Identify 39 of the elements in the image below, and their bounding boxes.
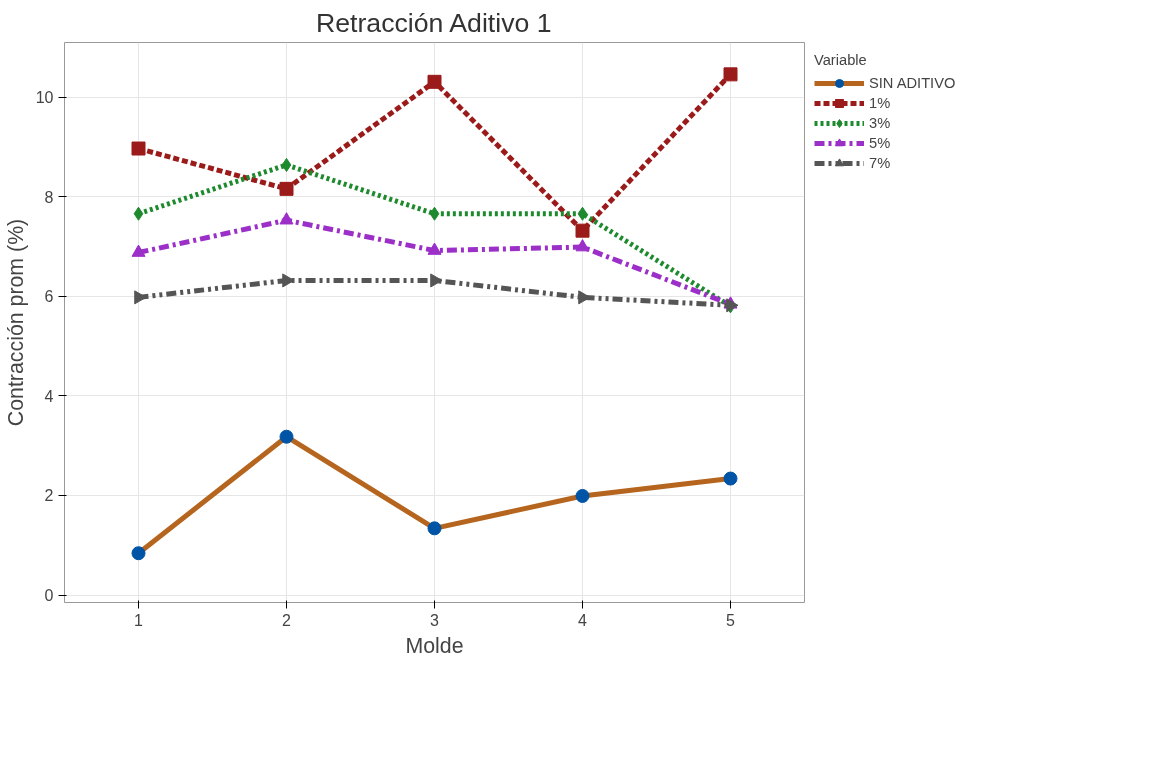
y-tick-label: 8 <box>44 188 54 206</box>
y-tick-label: 10 <box>35 89 54 107</box>
point <box>575 488 590 503</box>
point <box>131 141 146 156</box>
x-tick-label: 4 <box>578 611 588 629</box>
point <box>427 242 442 255</box>
legend-label: 5% <box>869 135 891 151</box>
x-tick-label: 5 <box>726 611 736 629</box>
point <box>281 157 292 172</box>
x-tick-label: 1 <box>134 611 144 629</box>
y-tick-label: 0 <box>44 587 54 605</box>
point <box>429 206 440 221</box>
point <box>279 429 294 444</box>
point <box>723 67 738 82</box>
point <box>575 223 590 238</box>
point <box>131 546 146 561</box>
point <box>723 471 738 486</box>
point <box>430 273 443 288</box>
point <box>427 74 442 89</box>
point <box>427 521 442 536</box>
point <box>279 181 294 196</box>
legend-label: SIN ADITIVO <box>869 75 956 91</box>
y-axis-title: Contracción prom (%) <box>3 218 28 427</box>
y-tick-label: 4 <box>44 387 54 405</box>
point <box>279 212 294 225</box>
legend-label: 1% <box>869 95 891 111</box>
y-tick-label: 2 <box>44 487 54 505</box>
point <box>131 244 146 257</box>
legend-label: 3% <box>869 115 891 131</box>
point <box>575 239 590 252</box>
point <box>577 206 588 221</box>
x-tick-label: 2 <box>282 611 292 629</box>
y-tick-label: 6 <box>44 288 54 306</box>
x-axis-title: Molde <box>405 633 464 658</box>
point <box>133 206 144 221</box>
legend-label: 7% <box>869 155 891 171</box>
legend-title: Variable <box>814 52 868 68</box>
chart-title: Retracción Aditivo 1 <box>315 7 552 38</box>
x-tick-label: 3 <box>430 611 440 629</box>
